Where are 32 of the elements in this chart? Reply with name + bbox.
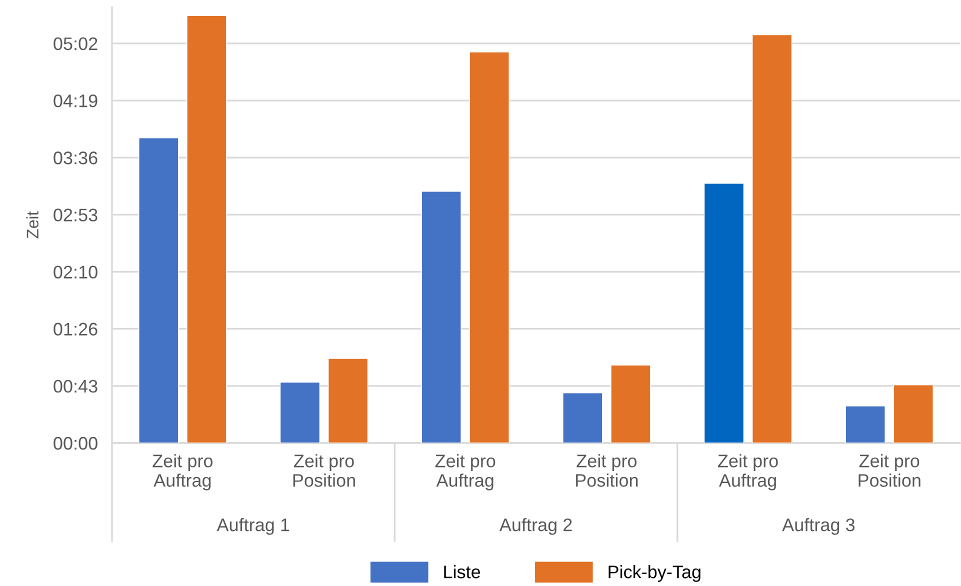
bar [845, 406, 886, 443]
x-tick-label: Zeit pro Position [858, 454, 920, 487]
legend-label: Liste [444, 565, 480, 578]
y-axis-title: Zeit [26, 211, 39, 238]
y-tick-label: 02:53 [54, 208, 98, 222]
bar [610, 364, 651, 443]
bar [280, 382, 320, 443]
bar [752, 34, 792, 443]
bar [704, 182, 744, 443]
text: Auftrag 3 [782, 518, 855, 535]
x-tick-label: Zeit pro Auftrag [718, 454, 778, 490]
x-tick-label: Zeit pro Auftrag [152, 454, 213, 490]
text: Auftrag 1 [216, 518, 290, 535]
y-tick-label: 03:36 [54, 152, 98, 164]
y-tick-label: 02:10 [54, 266, 98, 278]
legend-label: Pick-by-Tag [608, 565, 700, 582]
y-tick-label: 01:26 [54, 322, 98, 336]
x-tick-label: Zeit pro Position [576, 454, 638, 487]
y-tick-label: 00:00 [54, 436, 98, 450]
y-tick-label: 05:02 [54, 37, 98, 50]
bar [186, 15, 227, 443]
bar [469, 52, 510, 443]
x-tick-label: Zeit pro Auftrag [435, 454, 496, 490]
bar [562, 392, 603, 443]
y-tick-label: 04:19 [54, 94, 98, 108]
bar [138, 137, 179, 443]
y-tick-label: 00:43 [54, 380, 98, 393]
bar [421, 190, 462, 443]
x-tick-label: Zeit pro Position [293, 454, 355, 487]
bar [893, 384, 934, 443]
bar [328, 358, 368, 443]
text: Auftrag 2 [499, 518, 572, 535]
